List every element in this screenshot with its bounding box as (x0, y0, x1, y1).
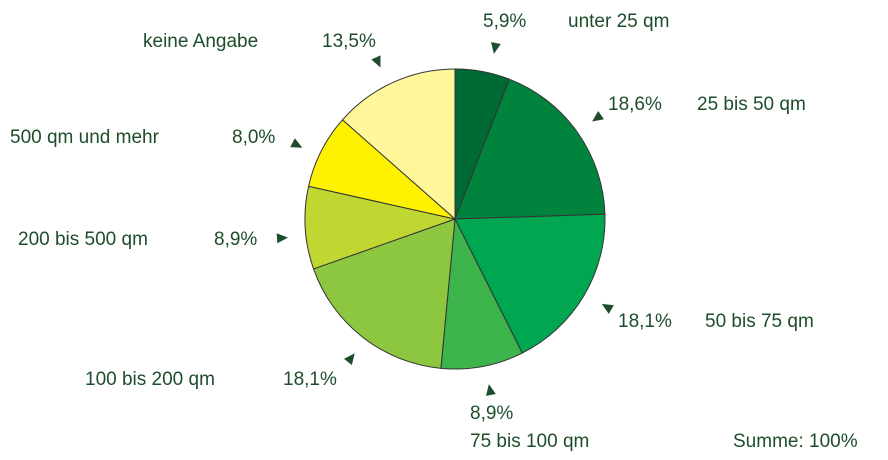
pointer (486, 384, 496, 396)
value-label: 18,1% (618, 311, 672, 332)
category-label: 25 bis 50 qm (697, 94, 806, 115)
value-label: 18,1% (283, 369, 337, 390)
category-label: unter 25 qm (568, 11, 669, 32)
value-label: 13,5% (322, 31, 376, 52)
category-label: 100 bis 200 qm (85, 369, 215, 390)
pie-slice (454, 78, 606, 220)
value-label: 8,9% (214, 229, 257, 250)
pointer (276, 233, 288, 244)
value-label: 8,0% (232, 127, 275, 148)
pointer (290, 138, 303, 148)
pointer (491, 42, 501, 54)
pie-slice (304, 185, 457, 270)
pointer (371, 55, 381, 68)
pointer (601, 303, 614, 314)
value-label: 5,9% (483, 11, 526, 32)
category-label: 200 bis 500 qm (18, 229, 148, 250)
pointer (592, 111, 604, 122)
pie-slice (312, 218, 456, 369)
annotation: Summe: 100% (733, 431, 858, 452)
value-label: 18,6% (608, 94, 662, 115)
pie-slice (454, 213, 606, 354)
pointer (343, 353, 355, 366)
value-label: 8,9% (470, 403, 513, 424)
pie-slice (440, 217, 523, 370)
category-label: keine Angabe (143, 31, 258, 52)
category-label: 50 bis 75 qm (705, 311, 814, 332)
pie-slice (341, 68, 456, 221)
category-label: 500 qm und mehr (10, 127, 160, 148)
category-label: 75 bis 100 qm (470, 431, 589, 452)
